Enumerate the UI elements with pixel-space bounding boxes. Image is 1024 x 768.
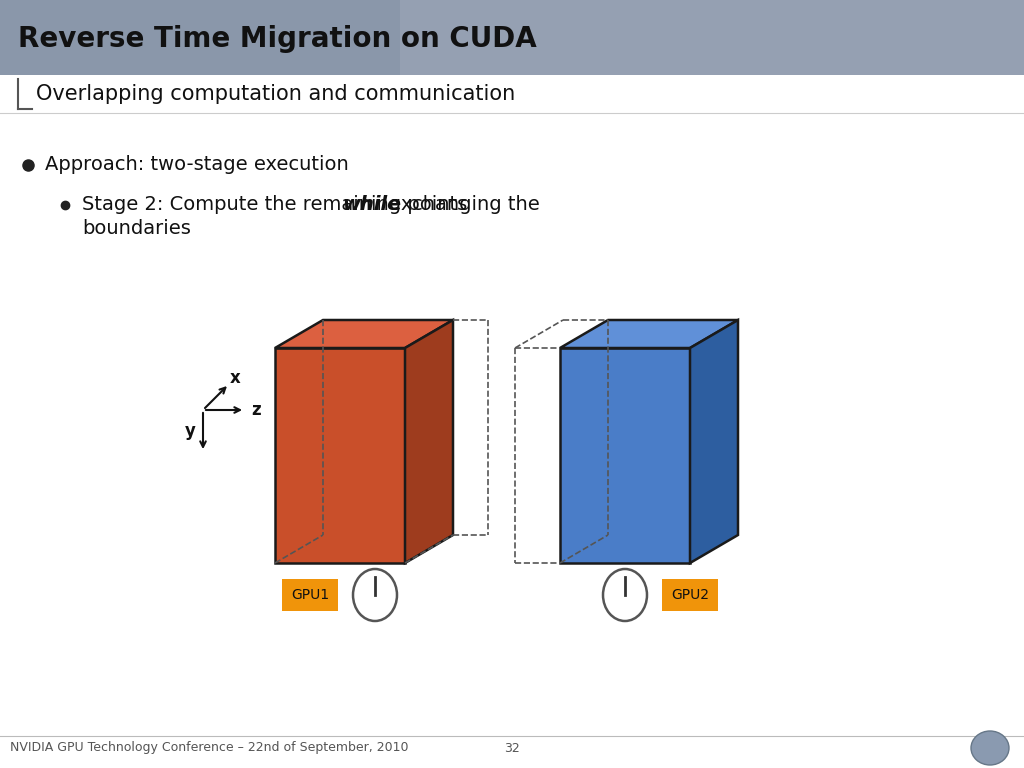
Bar [400, 0, 1024, 75]
Text: z: z [251, 401, 261, 419]
Text: Approach: two-stage execution: Approach: two-stage execution [45, 155, 349, 174]
Polygon shape [560, 348, 690, 563]
Text: Overlapping computation and communication: Overlapping computation and communicatio… [36, 84, 515, 104]
Polygon shape [275, 348, 406, 563]
Ellipse shape [971, 731, 1009, 765]
Text: 32: 32 [504, 741, 520, 754]
Text: while: while [342, 196, 400, 214]
Polygon shape [690, 320, 738, 563]
Text: Stage 2: Compute the remaining points: Stage 2: Compute the remaining points [82, 196, 473, 214]
Ellipse shape [353, 569, 397, 621]
Text: GPU1: GPU1 [291, 588, 329, 602]
Text: GPU2: GPU2 [671, 588, 709, 602]
Text: Reverse Time Migration on CUDA: Reverse Time Migration on CUDA [18, 25, 537, 53]
Polygon shape [275, 320, 453, 348]
Polygon shape [406, 320, 453, 563]
Text: exchanging the: exchanging the [383, 196, 540, 214]
Bar [662, 579, 718, 611]
Bar [282, 579, 338, 611]
Text: boundaries: boundaries [82, 220, 190, 239]
Bar [0, 0, 1024, 75]
Polygon shape [560, 320, 738, 348]
Ellipse shape [603, 569, 647, 621]
Text: y: y [184, 422, 196, 440]
Text: x: x [229, 369, 241, 387]
Text: NVIDIA GPU Technology Conference – 22nd of September, 2010: NVIDIA GPU Technology Conference – 22nd … [10, 741, 409, 754]
Bar [0, 75, 1024, 113]
